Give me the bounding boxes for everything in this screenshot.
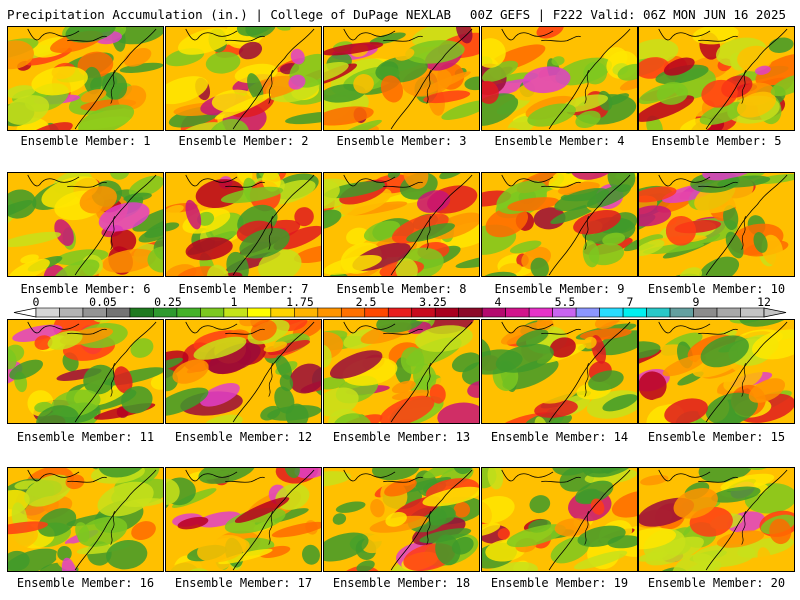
colorbar-bin: [129, 307, 154, 318]
ensemble-member-16-caption: Ensemble Member: 16: [16, 576, 155, 590]
ensemble-member-4-map: [481, 26, 638, 131]
colorbar-bin: [82, 307, 107, 318]
ensemble-member-7-caption: Ensemble Member: 7: [178, 282, 309, 296]
colorbar-tick-label: 1: [231, 296, 238, 309]
colorbar-bin: [59, 307, 84, 318]
ensemble-member-12-map: [165, 319, 322, 424]
ensemble-member-15-map: [638, 319, 795, 424]
colorbar-bin: [411, 307, 436, 318]
colorbar-bin: [528, 307, 553, 318]
ensemble-member-14-caption: Ensemble Member: 14: [490, 430, 629, 444]
colorbar-tick-label: 5.5: [555, 296, 576, 309]
ensemble-member-13-caption: Ensemble Member: 13: [332, 430, 471, 444]
ensemble-member-9-caption: Ensemble Member: 9: [494, 282, 625, 296]
colorbar-tick-label: 0.25: [154, 296, 182, 309]
colorbar-bin: [223, 307, 248, 318]
ensemble-member-6-caption: Ensemble Member: 6: [20, 282, 151, 296]
colorbar-bin: [35, 307, 60, 318]
ensemble-member-2-map: [165, 26, 322, 131]
ensemble-member-8-caption: Ensemble Member: 8: [336, 282, 467, 296]
colorbar-bin: [294, 307, 319, 318]
ensemble-member-11-map: [7, 319, 164, 424]
ensemble-member-17-map: [165, 467, 322, 572]
ensemble-member-17-caption: Ensemble Member: 17: [174, 576, 313, 590]
ensemble-member-8-map: [323, 172, 480, 277]
colorbar-tick-label: 0.05: [89, 296, 117, 309]
ensemble-member-1-map: [7, 26, 164, 131]
colorbar-bin: [106, 307, 131, 318]
ensemble-member-11-caption: Ensemble Member: 11: [16, 430, 155, 444]
colorbar-tick-label: 4: [495, 296, 502, 309]
ensemble-member-10-caption: Ensemble Member: 10: [647, 282, 786, 296]
colorbar-bin: [364, 307, 389, 318]
ensemble-member-19-map: [481, 467, 638, 572]
ensemble-member-19-caption: Ensemble Member: 19: [490, 576, 629, 590]
ensemble-member-14-map: [481, 319, 638, 424]
colorbar-bin: [740, 307, 765, 318]
colorbar-bin: [693, 307, 718, 318]
ensemble-member-3-caption: Ensemble Member: 3: [336, 134, 467, 148]
precipitation-colorbar: 0 0.05 0.25 1 1.75 2.5 3.25 4 5.5 7 9 12: [0, 296, 800, 320]
map-title: Precipitation Accumulation (in.) | Colle…: [7, 7, 452, 22]
colorbar-max-arrow: [763, 307, 787, 318]
colorbar-bin: [622, 307, 647, 318]
colorbar-bin: [716, 307, 741, 318]
ensemble-member-13-map: [323, 319, 480, 424]
ensemble-member-3-map: [323, 26, 480, 131]
colorbar-bin: [247, 307, 272, 318]
colorbar-bin: [575, 307, 600, 318]
ensemble-member-12-caption: Ensemble Member: 12: [174, 430, 313, 444]
colorbar-bin: [458, 307, 483, 318]
colorbar-tick-label: 1.75: [286, 296, 314, 309]
colorbar-bin: [599, 307, 624, 318]
colorbar-tick-label: 9: [693, 296, 700, 309]
ensemble-member-18-caption: Ensemble Member: 18: [332, 576, 471, 590]
colorbar-bin: [200, 307, 225, 318]
ensemble-member-2-caption: Ensemble Member: 2: [178, 134, 309, 148]
ensemble-member-10-map: [638, 172, 795, 277]
colorbar-bin: [481, 307, 506, 318]
colorbar-tick-label: 12: [757, 296, 771, 309]
colorbar-tick-label: 0: [33, 296, 40, 309]
ensemble-member-7-map: [165, 172, 322, 277]
colorbar-min-arrow: [13, 307, 37, 318]
ensemble-member-15-caption: Ensemble Member: 15: [647, 430, 786, 444]
colorbar-bin: [176, 307, 201, 318]
colorbar-bin: [387, 307, 413, 318]
ensemble-member-9-map: [481, 172, 638, 277]
colorbar-tick-label: 3.25: [419, 296, 447, 309]
ensemble-member-18-map: [323, 467, 480, 572]
colorbar-bin: [434, 307, 460, 318]
colorbar-bin: [505, 307, 530, 318]
ensemble-member-16-map: [7, 467, 164, 572]
ensemble-member-6-map: [7, 172, 164, 277]
colorbar-bin: [669, 307, 694, 318]
model-run-info: 00Z GEFS | F222 Valid: 06Z MON JUN 16 20…: [469, 7, 786, 22]
colorbar-bin: [552, 307, 577, 318]
colorbar-tick-label: 7: [627, 296, 634, 309]
colorbar-bin: [646, 307, 671, 318]
ensemble-member-5-map: [638, 26, 795, 131]
ensemble-member-4-caption: Ensemble Member: 4: [494, 134, 625, 148]
ensemble-member-5-caption: Ensemble Member: 5: [651, 134, 782, 148]
ensemble-member-20-map: [638, 467, 795, 572]
ensemble-member-20-caption: Ensemble Member: 20: [647, 576, 786, 590]
colorbar-tick-label: 2.5: [356, 296, 377, 309]
ensemble-member-1-caption: Ensemble Member: 1: [20, 134, 151, 148]
colorbar-bin: [270, 307, 295, 318]
colorbar-bin: [340, 307, 366, 318]
colorbar-bin: [317, 307, 342, 318]
colorbar-bin: [153, 307, 178, 318]
